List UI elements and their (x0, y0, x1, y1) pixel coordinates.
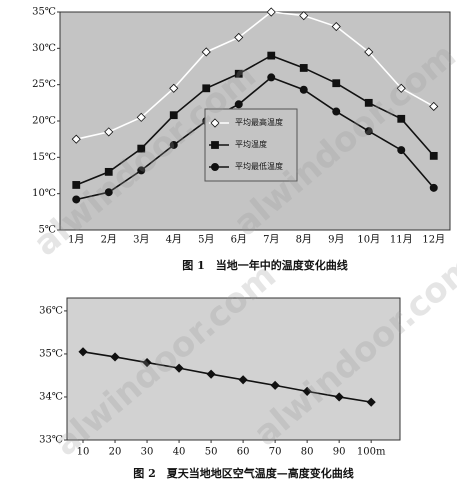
point (334, 392, 344, 402)
point (299, 64, 308, 72)
point (364, 47, 374, 57)
point (206, 369, 216, 379)
chart-caption: 图 1 当地一年中的温度变化曲线 (182, 258, 347, 272)
y-tick-label: 5℃ (38, 225, 56, 236)
point (238, 375, 248, 385)
point (104, 127, 114, 137)
x-tick-label: 50 (205, 447, 218, 458)
x-tick-label: 70 (269, 447, 282, 458)
point (299, 85, 308, 94)
x-tick-label: 30 (141, 447, 154, 458)
y-tick-label: 15℃ (32, 152, 56, 163)
point (332, 79, 341, 88)
point (169, 140, 178, 149)
point (137, 144, 146, 153)
point (234, 100, 243, 109)
x-tick-label: 40 (173, 447, 186, 458)
point (234, 32, 244, 42)
y-tick-label: 30℃ (32, 43, 56, 54)
point (234, 69, 243, 78)
plot-area (66, 297, 401, 441)
point (302, 386, 312, 396)
x-tick-label: 9月 (328, 234, 344, 246)
series-line (76, 76, 435, 201)
x-tick-label: 100m (357, 447, 386, 458)
x-tick-label: 80 (301, 447, 314, 458)
point (169, 83, 179, 93)
x-tick-label: 90 (333, 447, 346, 458)
x-tick-label: 20 (109, 447, 122, 458)
point (137, 166, 146, 175)
series-line (82, 350, 372, 403)
series-line (75, 54, 435, 186)
point (429, 183, 438, 192)
point (71, 134, 81, 144)
legend-label: 平均最低温度 (235, 161, 283, 171)
point (397, 146, 406, 155)
point (332, 107, 341, 116)
x-tick-label: 60 (237, 447, 250, 458)
y-tick-label: 35℃ (32, 7, 56, 18)
point (266, 7, 276, 17)
x-tick-label: 5月 (198, 234, 214, 246)
point (72, 195, 81, 204)
point (331, 21, 341, 32)
y-tick-label: 34℃ (39, 391, 63, 402)
point (201, 47, 211, 57)
point (110, 352, 120, 362)
x-tick-label: 3月 (133, 234, 149, 246)
y-tick-label: 33℃ (39, 435, 63, 446)
x-tick-label: 10月 (357, 234, 380, 246)
x-tick-label: 4月 (166, 234, 182, 246)
y-tick-label: 25℃ (32, 79, 56, 90)
point (396, 83, 406, 93)
point (397, 114, 406, 123)
x-tick-label: 1月 (68, 234, 84, 246)
point (429, 151, 438, 160)
legend-label: 平均最高温度 (235, 117, 283, 127)
legend-label: 平均温度 (235, 139, 267, 149)
point (78, 347, 88, 357)
y-tick-label: 36℃ (39, 305, 63, 316)
x-tick-label: 2月 (101, 234, 117, 246)
point (211, 141, 219, 149)
point (364, 98, 373, 107)
y-tick-label: 35℃ (39, 348, 63, 359)
point (429, 101, 439, 112)
x-tick-label: 12月 (422, 234, 445, 246)
y-tick-label: 20℃ (32, 116, 56, 127)
point (104, 188, 113, 197)
chart-caption: 图 2 夏天当地地区空气温度—高度变化曲线 (133, 466, 353, 480)
point (136, 112, 146, 122)
x-tick-label: 6月 (231, 234, 247, 246)
x-tick-label: 10 (77, 447, 90, 458)
point (270, 380, 280, 390)
point (210, 162, 219, 171)
y-tick-label: 10℃ (32, 188, 56, 199)
x-tick-label: 11月 (390, 234, 413, 246)
point (72, 181, 81, 189)
point (267, 73, 276, 82)
point (267, 51, 276, 60)
point (169, 111, 178, 120)
point (174, 363, 184, 373)
point (104, 167, 113, 176)
point (299, 11, 309, 21)
x-tick-label: 8月 (296, 234, 312, 246)
x-tick-label: 7月 (263, 234, 279, 246)
point (210, 118, 220, 128)
point (364, 127, 373, 136)
point (142, 357, 152, 368)
point (202, 84, 211, 93)
point (366, 397, 376, 407)
series-line (76, 11, 435, 140)
